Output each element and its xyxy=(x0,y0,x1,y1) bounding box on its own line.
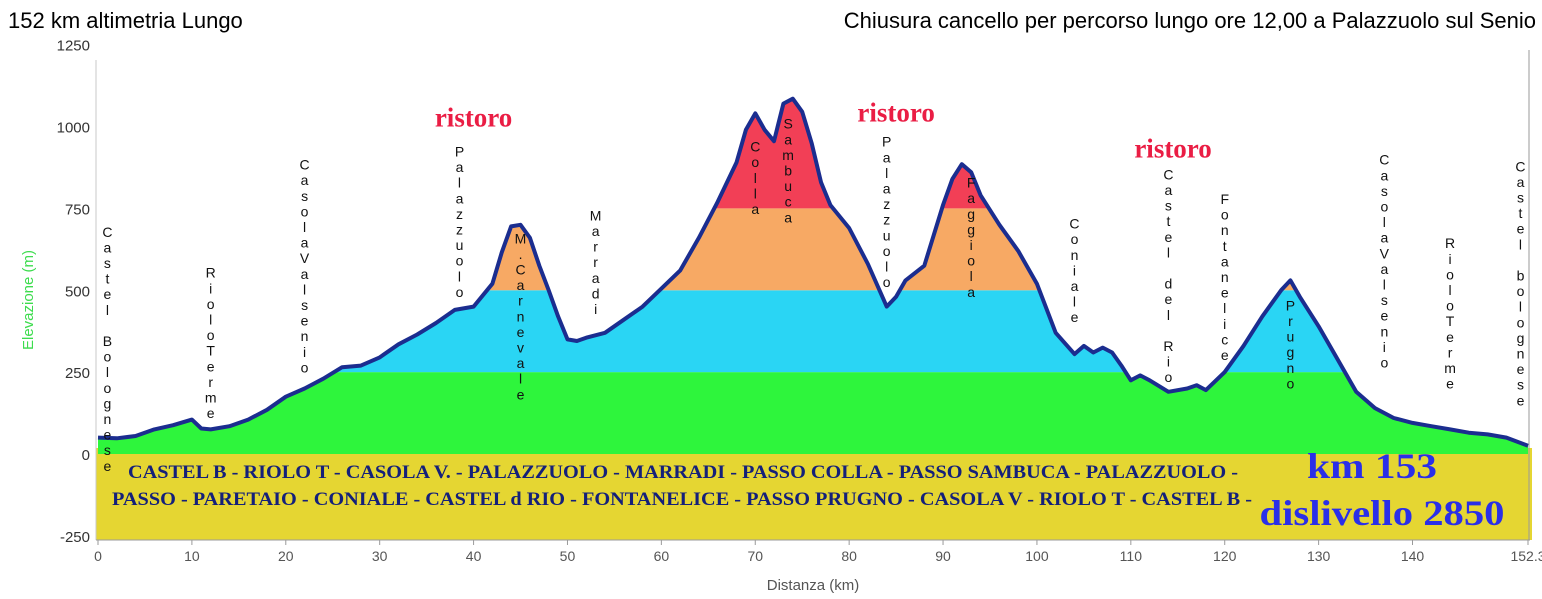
x-tick-label: 40 xyxy=(466,548,482,564)
ristoro-annotation: ristoro xyxy=(857,98,934,128)
ristoro-annotation: ristoro xyxy=(1134,134,1211,164)
x-tick-label: 120 xyxy=(1213,548,1237,564)
x-tick-label: 20 xyxy=(278,548,294,564)
elevation-band-2 xyxy=(98,208,1528,291)
x-axis-label: Distanza (km) xyxy=(767,577,860,594)
x-tick-label: 0 xyxy=(94,548,102,564)
x-tick-label: 50 xyxy=(560,548,576,564)
y-tick-label: 0 xyxy=(82,447,90,464)
route-text: CASTEL B - RIOLO T - CASOLA V. - PALAZZU… xyxy=(112,446,1505,533)
x-tick-label: 140 xyxy=(1401,548,1425,564)
y-tick-label: 750 xyxy=(65,201,90,218)
route-box xyxy=(96,448,1532,540)
x-tick-label: 130 xyxy=(1307,548,1331,564)
y-tick-label: 250 xyxy=(65,365,90,382)
y-axis-label: Elevazione (m) xyxy=(20,250,37,350)
x-axis-ticks: 0 10 20 30 40 50 60 70 80 90 100 110 120 130 140 152.3 xyxy=(94,540,1542,564)
elevation-band-1 xyxy=(98,290,1528,373)
x-tick-label: 110 xyxy=(1120,548,1143,564)
route-dislivello: dislivello 2850 xyxy=(1260,493,1505,533)
route-km: km 153 xyxy=(1307,446,1437,486)
x-tick-label: 90 xyxy=(935,548,951,564)
chart-title-right: Chiusura cancello per percorso lungo ore… xyxy=(843,8,1536,33)
ristoro-annotation: ristoro xyxy=(435,103,512,133)
ristoro-annotations: ristoro ristoro ristoro xyxy=(435,98,1212,164)
route-line-2: PASSO - PARETAIO - CONIALE - CASTEL d RI… xyxy=(112,489,1252,510)
x-tick-label: 152.3 xyxy=(1510,548,1542,564)
elevation-bands xyxy=(98,98,1528,454)
x-tick-label: 10 xyxy=(184,548,200,564)
profile-line xyxy=(97,96,1529,448)
x-tick-label: 30 xyxy=(372,548,388,564)
y-axis-ticks: -250 0 250 500 750 1000 1250 xyxy=(57,38,90,546)
y-tick-label: 500 xyxy=(65,283,90,300)
x-tick-label: 100 xyxy=(1025,548,1049,564)
chart-title-left: 152 km altimetria Lungo xyxy=(8,8,243,33)
route-line-1: CASTEL B - RIOLO T - CASOLA V. - PALAZZU… xyxy=(128,462,1238,483)
x-tick-label: 60 xyxy=(654,548,670,564)
x-tick-label: 70 xyxy=(747,548,763,564)
y-tick-label: -250 xyxy=(60,529,90,546)
x-tick-label: 80 xyxy=(841,548,857,564)
y-tick-label: 1000 xyxy=(57,120,90,137)
elevation-band-0 xyxy=(98,372,1528,454)
y-tick-label: 1250 xyxy=(57,38,90,55)
elevation-band-3 xyxy=(98,98,1528,209)
